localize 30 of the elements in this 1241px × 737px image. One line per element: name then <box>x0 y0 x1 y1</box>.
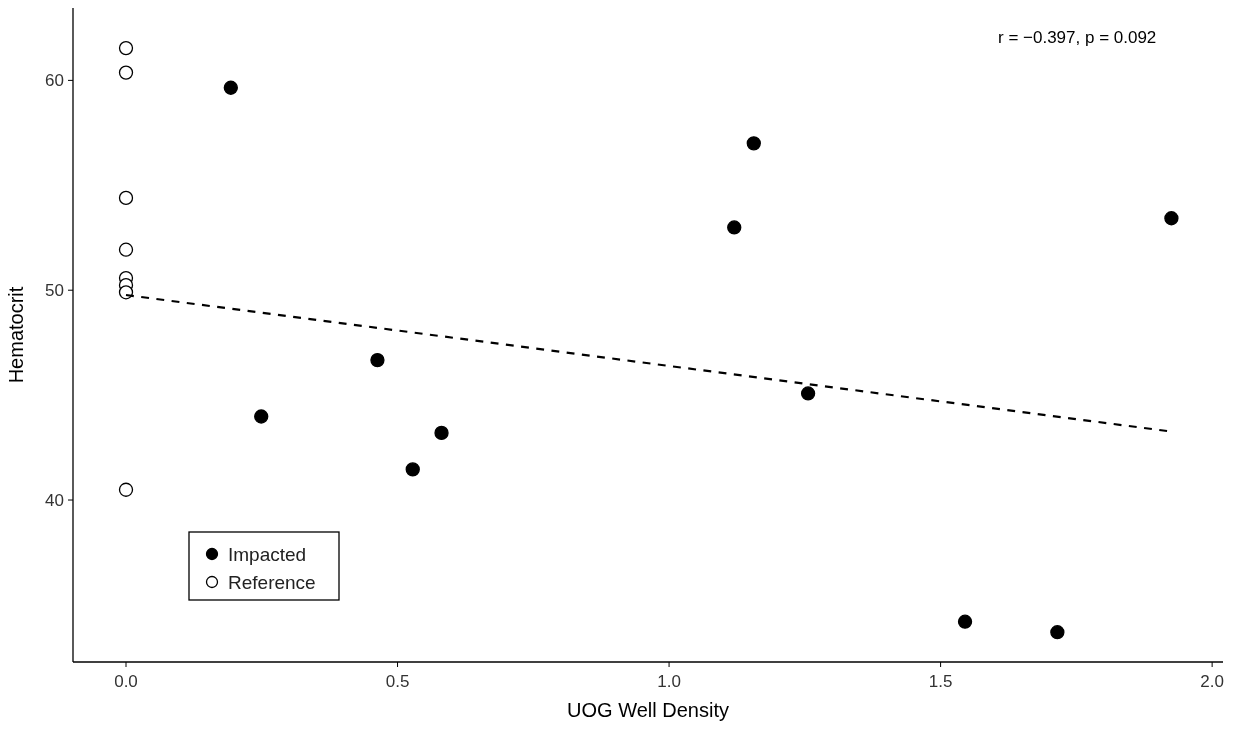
point <box>223 80 238 95</box>
point <box>405 462 420 477</box>
point <box>118 65 134 80</box>
x-tick-label: 0.0 <box>114 672 138 691</box>
y-tick-label: 40 <box>45 491 64 511</box>
point <box>118 242 134 257</box>
point <box>1050 625 1065 640</box>
point <box>118 285 134 300</box>
y-axis-title: Hematocrit <box>5 286 27 384</box>
point <box>1164 211 1179 226</box>
point <box>118 190 134 206</box>
point <box>800 386 816 401</box>
point <box>118 482 134 497</box>
point <box>727 220 742 235</box>
point <box>434 425 449 441</box>
point <box>957 614 973 629</box>
x-axis-title: UOG Well Density <box>567 699 729 721</box>
annotation: r = −0.397, p = 0.092 <box>998 28 1157 47</box>
y-tick-label: 50 <box>45 281 64 301</box>
point <box>118 40 134 56</box>
x-tick-label: 0.5 <box>385 672 410 691</box>
legend-label: Impacted <box>228 544 307 565</box>
point <box>746 136 761 151</box>
legend-label: Reference <box>228 572 316 593</box>
point <box>254 409 269 424</box>
x-tick-label: 2.0 <box>1200 672 1224 691</box>
point <box>370 352 385 368</box>
x-tick-label: 1.5 <box>928 672 953 691</box>
x-tick-label: 1.0 <box>657 672 681 691</box>
y-tick-label: 60 <box>45 71 64 91</box>
